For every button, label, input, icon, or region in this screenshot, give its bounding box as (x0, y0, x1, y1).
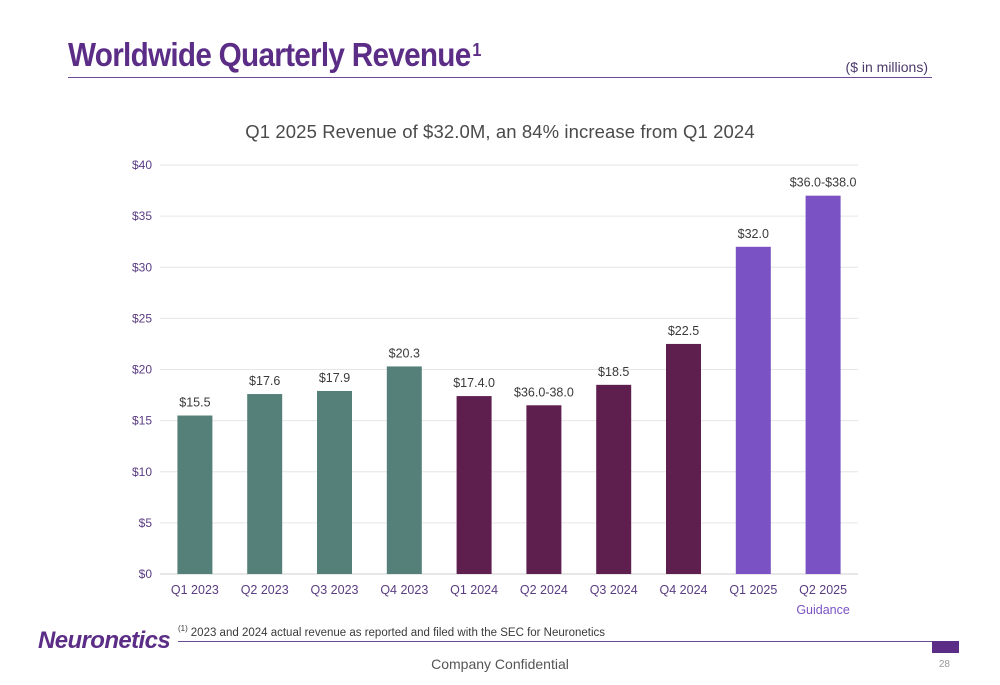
y-tick-label: $15 (132, 414, 152, 428)
data-label: $36.0-38.0 (514, 385, 574, 399)
bars (177, 195, 841, 575)
data-label: $18.5 (598, 365, 629, 379)
data-label: $20.3 (389, 346, 420, 360)
title-divider (68, 77, 932, 78)
data-label: $17.6 (249, 374, 280, 388)
x-tick-label: Q3 2024 (590, 583, 638, 597)
page-title: Worldwide Quarterly Revenue1 (68, 36, 481, 74)
bar (526, 405, 562, 574)
bar (177, 415, 213, 574)
x-tick-label: Q2 2024 (520, 583, 568, 597)
page-number: 28 (938, 659, 950, 670)
units-label: ($ in millions) (845, 59, 928, 75)
bar (735, 246, 771, 575)
x-tick-label: Q4 2023 (380, 583, 428, 597)
data-label: $36.0-$38.0 (790, 176, 857, 190)
chart-title: Q1 2025 Revenue of $32.0M, an 84% increa… (245, 121, 755, 142)
bar (386, 366, 422, 574)
y-tick-label: $35 (132, 209, 152, 223)
footer-accent-block (932, 641, 959, 653)
y-axis: $0 $5 $10 $15 $20 $25 $30 $35 $40 (132, 158, 152, 581)
page-title-text: Worldwide Quarterly Revenue (68, 36, 471, 73)
x-tick-label: Q1 2023 (171, 583, 219, 597)
footer-divider (178, 641, 933, 642)
bar (456, 396, 492, 574)
bar (666, 343, 701, 574)
x-tick-label: Q3 2023 (311, 583, 359, 597)
title-footnote-marker: 1 (472, 40, 481, 60)
y-tick-label: $25 (132, 311, 152, 325)
x-tick-sublabel: Guidance (796, 603, 850, 617)
bar (596, 384, 632, 574)
bar (805, 195, 841, 575)
y-tick-label: $0 (139, 567, 153, 581)
company-logo: Neuronetics (38, 627, 171, 654)
x-axis: Q1 2023 Q2 2023 Q3 2023 Q4 2023 Q1 2024 Q2 20… (171, 583, 850, 617)
x-tick-label: Q1 2025 (729, 583, 777, 597)
y-tick-label: $20 (132, 363, 152, 377)
data-label: $17.9 (319, 371, 350, 385)
x-tick-label: Q2 2023 (241, 583, 289, 597)
footnote-text: 2023 and 2024 actual revenue as reported… (190, 626, 606, 639)
y-tick-label: $10 (132, 465, 152, 479)
data-labels: $15.5 $17.6 $17.9 $20.3 $17.4.0 $36.0-38.0 $18… (179, 176, 856, 410)
data-label: $17.4.0 (453, 376, 495, 390)
data-label: $22.5 (668, 324, 699, 338)
x-tick-label: Q4 2024 (660, 583, 708, 597)
bar (247, 394, 283, 574)
y-tick-label: $40 (132, 158, 152, 172)
confidential-label: Company Confidential (431, 656, 569, 672)
y-tick-label: $5 (139, 516, 153, 530)
x-tick-label: Q2 2025 (799, 583, 847, 597)
footnote-marker: (1) (178, 624, 188, 633)
x-tick-label: Q1 2024 (450, 583, 498, 597)
bar (317, 390, 352, 574)
data-label: $32.0 (738, 227, 769, 241)
data-label: $15.5 (179, 396, 210, 410)
footnote: (1) 2023 and 2024 actual revenue as repor… (178, 624, 605, 639)
y-tick-label: $30 (132, 260, 152, 274)
